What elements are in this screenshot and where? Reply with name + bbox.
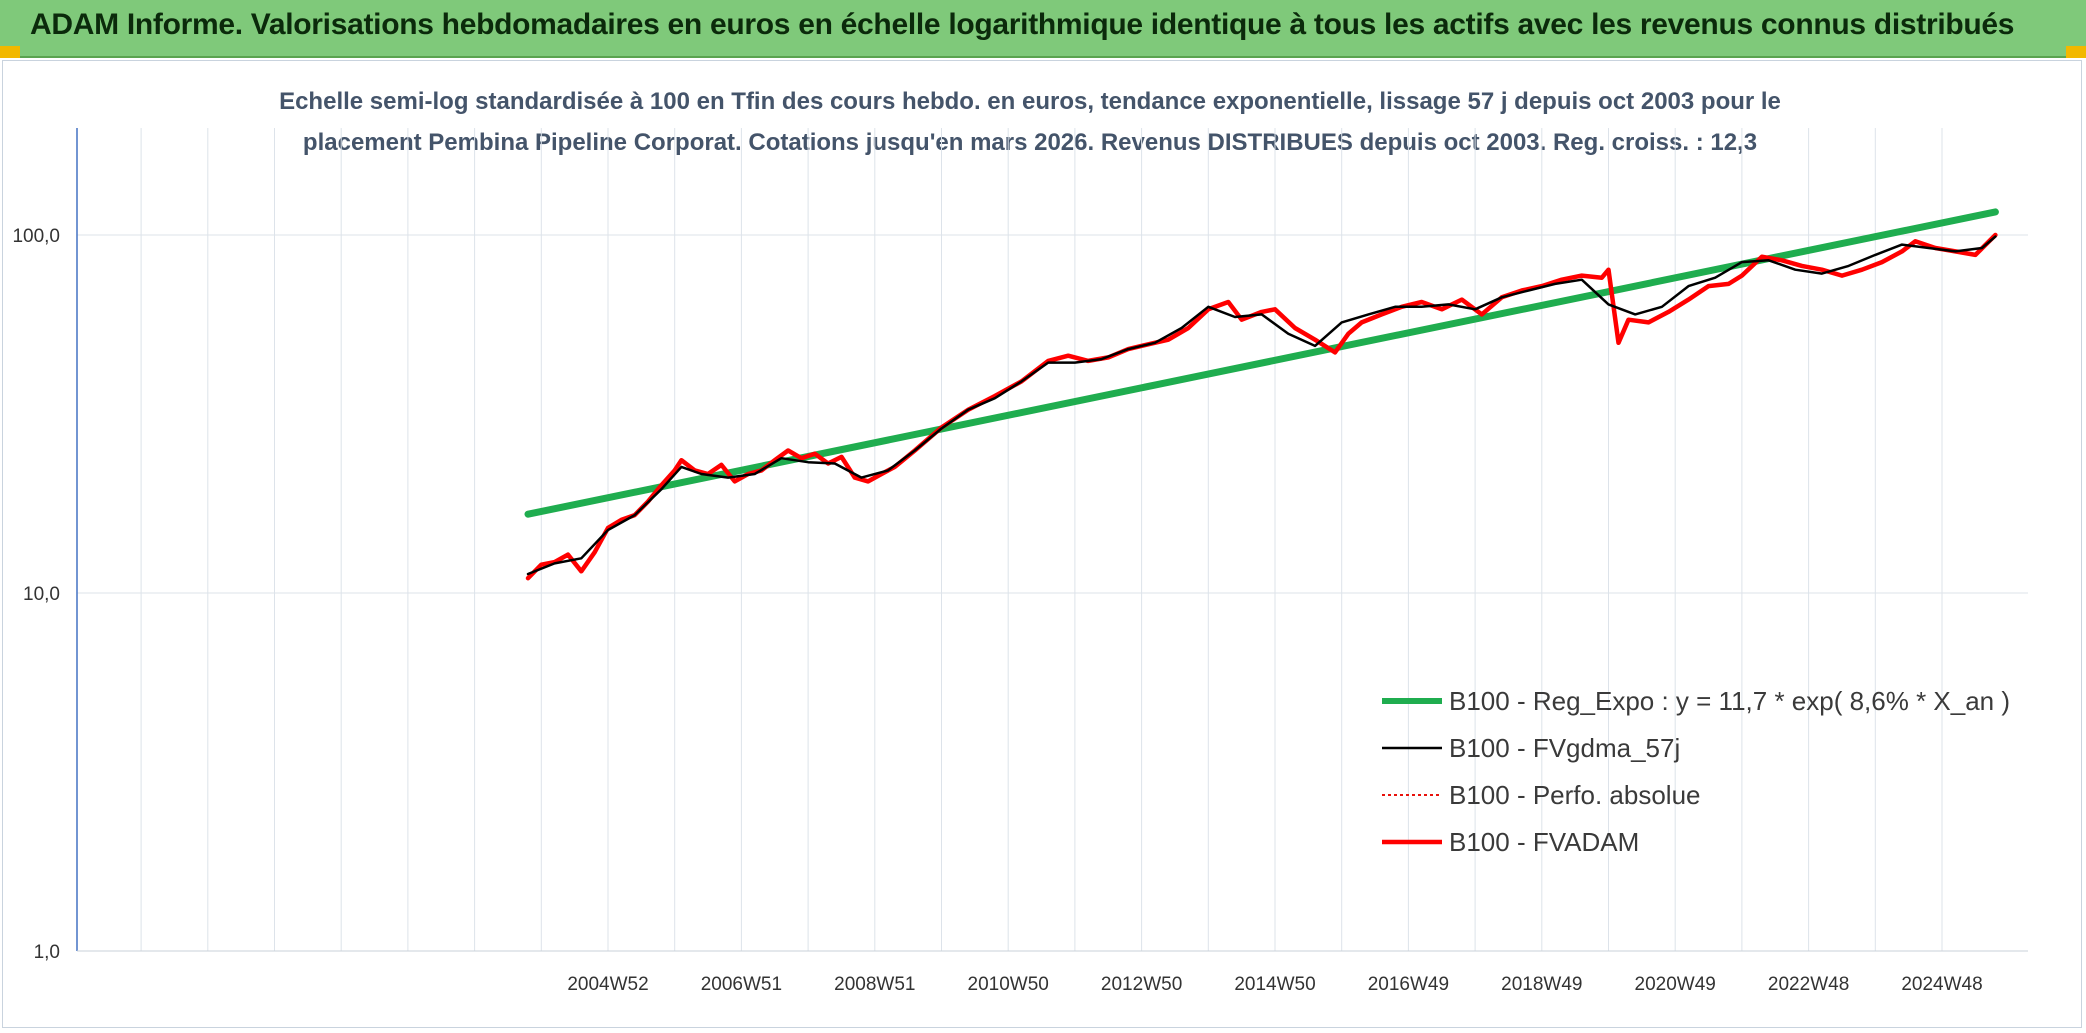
y-tick-label: 1,0 xyxy=(34,942,60,963)
header-bar: ADAM Informe. Valorisations hebdomadaire… xyxy=(0,0,2086,58)
legend: B100 - Reg_Expo : y = 11,7 * exp( 8,6% *… xyxy=(1382,686,2010,857)
x-tick-label: 2010W50 xyxy=(968,974,1049,995)
y-tick-label: 10,0 xyxy=(23,584,60,605)
x-tick-label: 2016W49 xyxy=(1368,974,1449,995)
x-tick-label: 2018W49 xyxy=(1501,974,1582,995)
series-line-fvadam xyxy=(525,232,1998,581)
legend-label-absolute: B100 - Perfo. absolue xyxy=(1449,780,1701,810)
x-tick-label: 2004W52 xyxy=(567,974,648,995)
grid xyxy=(77,128,2028,952)
legend-label-trend: B100 - Reg_Expo : y = 11,7 * exp( 8,6% *… xyxy=(1449,686,2010,716)
x-tick-label: 2008W51 xyxy=(834,974,915,995)
corner-marker-left xyxy=(0,46,20,58)
x-tick-label: 2022W48 xyxy=(1768,974,1849,995)
y-tick-label: 100,0 xyxy=(12,226,60,247)
chart-frame xyxy=(2,60,2082,1028)
header-title: ADAM Informe. Valorisations hebdomadaire… xyxy=(30,8,2015,41)
legend-label-smooth: B100 - FVgdma_57j xyxy=(1449,733,1680,763)
x-tick-label: 2014W50 xyxy=(1234,974,1315,995)
x-tick-label: 2024W48 xyxy=(1901,974,1982,995)
x-tick-label: 2012W50 xyxy=(1101,974,1182,995)
legend-label-fvadam: B100 - FVADAM xyxy=(1449,827,1639,857)
chart-title-line2: placement Pembina Pipeline Corporat. Cot… xyxy=(302,129,1758,156)
x-tick-label: 2006W51 xyxy=(701,974,782,995)
axes: 1,0 10,0 100,0 2004W52 2006W51 2008W51 2010W50… xyxy=(12,128,2028,995)
chart-title-line1: Echelle semi-log standardisée à 100 en T… xyxy=(279,88,1781,115)
x-tick-label: 2020W49 xyxy=(1635,974,1716,995)
series-layer xyxy=(524,208,1999,581)
corner-marker-right xyxy=(2066,46,2086,58)
series-line-smooth xyxy=(526,235,1997,576)
